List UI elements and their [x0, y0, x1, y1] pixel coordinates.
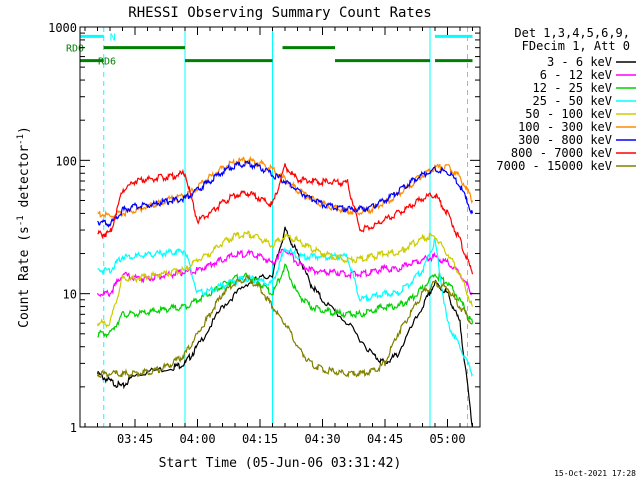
- series-line-3: [97, 263, 474, 339]
- series-line-7: [97, 159, 474, 229]
- x-tick-label-3: 04:15: [242, 432, 278, 446]
- x-tick-label-6: 05:00: [429, 432, 465, 446]
- plot-frame: [79, 26, 481, 428]
- series-line-8: [97, 163, 474, 275]
- legend-label-1: 3 - 6 keV: [547, 55, 612, 69]
- legend-label-7: 300 - 800 keV: [518, 133, 612, 147]
- series-line-5: [96, 230, 474, 328]
- series-line-1: [96, 226, 474, 427]
- y-axis-label-sup2: -1: [16, 134, 26, 145]
- legend-label-3: 12 - 25 keV: [533, 81, 612, 95]
- legend-label-8: 800 - 7000 keV: [511, 146, 612, 160]
- x-tick-label-4: 04:30: [304, 432, 340, 446]
- legend-label-4: 25 - 50 keV: [533, 94, 612, 108]
- status-label-rd6: RD6: [98, 57, 116, 68]
- vertical-markers: [79, 27, 468, 427]
- legend-label-6: 100 - 300 keV: [518, 120, 612, 134]
- x-axis-ticks: 03:45 04:00 04:15 04:30 04:45 05:00: [84, 27, 473, 446]
- series-lines: [96, 155, 474, 427]
- x-tick-label-2: 04:00: [179, 432, 215, 446]
- x-axis-label: Start Time (05-Jun-06 03:31:42): [159, 456, 402, 471]
- y-axis-ticks: 1 10 100 1000: [48, 21, 480, 435]
- x-tick-label-5: 04:45: [367, 432, 403, 446]
- y-tick-label-3: 100: [55, 154, 77, 168]
- status-label-n: N: [110, 32, 116, 43]
- y-axis-label-main: Count Rate (s: [17, 226, 32, 328]
- y-tick-label-2: 10: [63, 288, 77, 302]
- legend-header-2: FDecim 1, Att 0: [522, 39, 630, 53]
- legend-label-2: 6 - 12 keV: [540, 68, 612, 82]
- series-line-6: [97, 155, 474, 219]
- series-line-9: [96, 274, 473, 379]
- y-tick-label-4: 1000: [48, 21, 77, 35]
- legend: Det 1,3,4,5,6,9, FDecim 1, Att 0 3 - 6 k…: [496, 26, 636, 173]
- legend-header-1: Det 1,3,4,5,6,9,: [514, 26, 630, 40]
- legend-label-5: 50 - 100 keV: [525, 107, 612, 121]
- y-tick-label-1: 1: [70, 421, 77, 435]
- chart-title: RHESSI Observing Summary Count Rates: [128, 5, 431, 21]
- y-axis-label-mid: detector: [17, 145, 32, 216]
- x-tick-label-1: 03:45: [117, 432, 153, 446]
- status-bars: N RD0 RD6: [66, 32, 473, 68]
- y-axis-label-end: ): [17, 126, 32, 134]
- legend-label-9: 7000 - 15000 keV: [496, 159, 612, 173]
- footer-timestamp: 15-Oct-2021 17:28: [554, 469, 636, 478]
- y-axis-label: Count Rate (s-1 detector-1): [16, 126, 32, 328]
- y-axis-label-sup1: -1: [16, 215, 26, 226]
- series-line-4: [97, 236, 474, 377]
- status-label-rd0: RD0: [66, 44, 84, 55]
